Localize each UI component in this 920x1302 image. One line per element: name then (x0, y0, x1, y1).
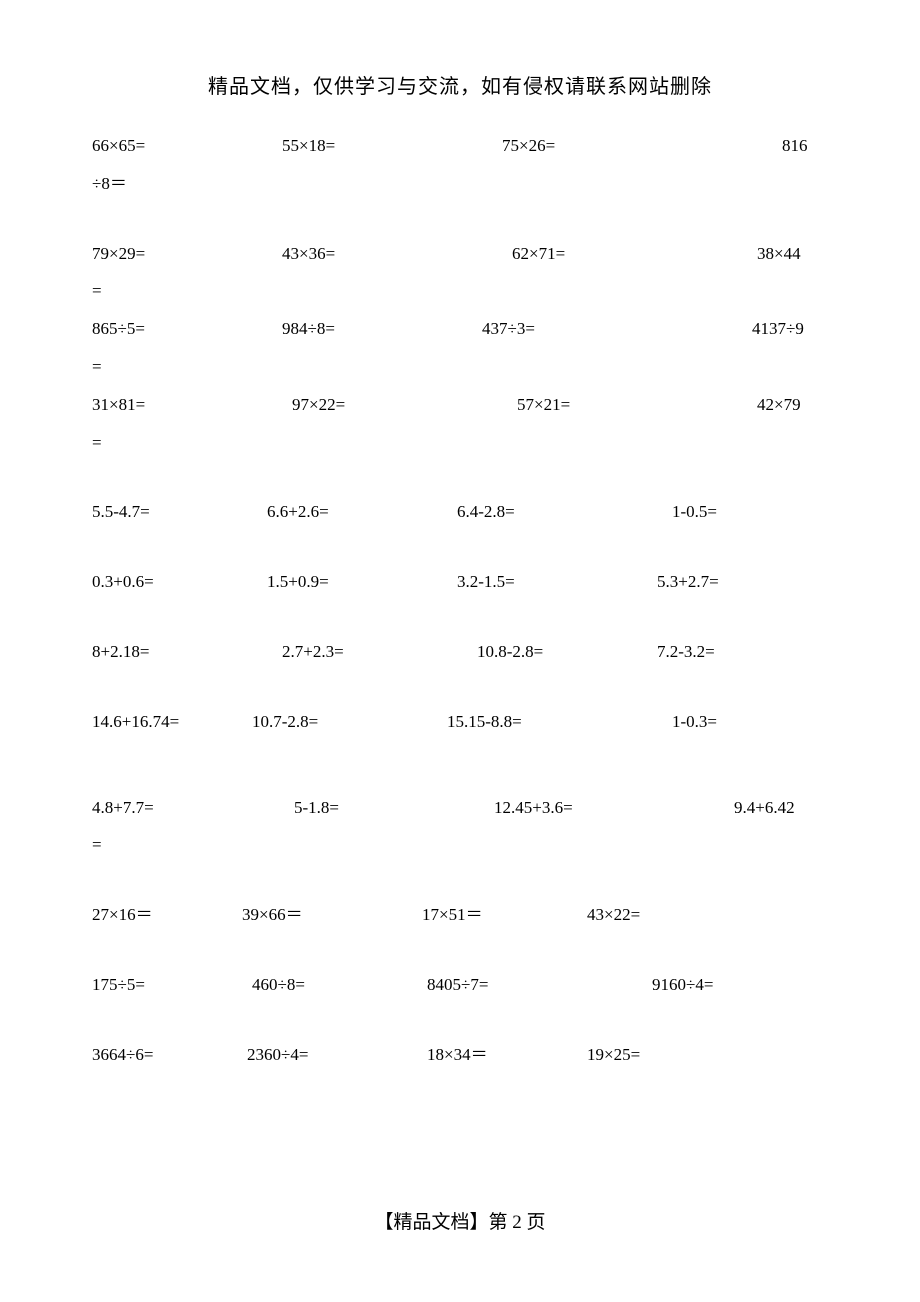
problem-cell: 19×25= (587, 1045, 640, 1064)
problem-cell: 3664÷6= (92, 1043, 247, 1067)
problem-cell: 4137÷9 (752, 319, 804, 338)
problem-cell: 2.7+2.3= (282, 640, 477, 664)
problem-row: 66×65=55×18=75×26=816 (92, 134, 828, 158)
problem-cell: 10.7-2.8= (252, 710, 447, 734)
problem-row: 865÷5=984÷8=437÷3=4137÷9 (92, 317, 828, 341)
problem-cell: 17×51＝ (422, 903, 587, 927)
problem-cell: 43×22= (587, 905, 640, 924)
problem-cell: 97×22= (292, 393, 517, 417)
problem-cell: 8405÷7= (427, 973, 652, 997)
problem-cell: 865÷5= (92, 317, 282, 341)
problem-cell: 6.6+2.6= (267, 500, 457, 524)
problem-row: 3664÷6=2360÷4=18×34＝19×25= (92, 1043, 828, 1067)
problem-row: 79×29=43×36=62×71=38×44 (92, 242, 828, 266)
page-footer: 【精品文档】第 2 页 (0, 1207, 920, 1234)
problem-cell: 14.6+16.74= (92, 710, 252, 734)
problem-cell: 55×18= (282, 134, 502, 158)
problem-row-continuation: = (92, 279, 828, 303)
problem-row: 31×81=97×22=57×21=42×79 (92, 393, 828, 417)
problem-row: 0.3+0.6=1.5+0.9=3.2-1.5=5.3+2.7= (92, 570, 828, 594)
problem-cell: 460÷8= (252, 973, 427, 997)
problem-row-continuation: ÷8＝ (92, 172, 828, 196)
problem-cell: 5.5-4.7= (92, 500, 267, 524)
problem-cell: 38×44 (757, 244, 801, 263)
problem-row: 4.8+7.7=5-1.8=12.45+3.6=9.4+6.42 (92, 796, 828, 820)
problem-cell: 5.3+2.7= (657, 572, 719, 591)
problem-cell: 75×26= (502, 134, 782, 158)
problem-cell: 43×36= (282, 242, 512, 266)
problem-cell: 6.4-2.8= (457, 500, 672, 524)
problem-cell: 816 (782, 136, 808, 155)
problem-row: 27×16＝39×66＝17×51＝43×22= (92, 903, 828, 927)
problem-cell: 1.5+0.9= (267, 570, 457, 594)
problem-cell: 42×79 (757, 395, 801, 414)
problem-cell: 3.2-1.5= (457, 570, 657, 594)
problem-cell: 27×16＝ (92, 903, 242, 927)
problem-row-continuation: = (92, 431, 828, 455)
problem-row: 5.5-4.7=6.6+2.6=6.4-2.8=1-0.5= (92, 500, 828, 524)
problem-cell: 18×34＝ (427, 1043, 587, 1067)
problem-cell: 437÷3= (482, 317, 752, 341)
problem-cell: 4.8+7.7= (92, 796, 294, 820)
problem-cell: 66×65= (92, 134, 282, 158)
problem-cell: 79×29= (92, 242, 282, 266)
problem-cell: 57×21= (517, 393, 757, 417)
page-header: 精品文档，仅供学习与交流，如有侵权请联系网站删除 (0, 0, 920, 134)
problem-cell: 1-0.5= (672, 502, 717, 521)
worksheet-content: 66×65=55×18=75×26=816 ÷8＝ 79×29=43×36=62… (0, 134, 920, 1067)
problem-row: 14.6+16.74=10.7-2.8=15.15-8.8=1-0.3= (92, 710, 828, 734)
problem-row-continuation: = (92, 833, 828, 857)
problem-cell: 15.15-8.8= (447, 710, 672, 734)
problem-cell: 39×66＝ (242, 903, 422, 927)
problem-cell: 9.4+6.42 (734, 798, 795, 817)
problem-cell: 5-1.8= (294, 796, 494, 820)
problem-cell: 10.8-2.8= (477, 640, 657, 664)
problem-cell: 175÷5= (92, 973, 252, 997)
problem-cell: 31×81= (92, 393, 292, 417)
problem-cell: 12.45+3.6= (494, 796, 734, 820)
problem-cell: 984÷8= (282, 317, 482, 341)
problem-row-continuation: = (92, 355, 828, 379)
problem-cell: 1-0.3= (672, 712, 717, 731)
problem-cell: 0.3+0.6= (92, 570, 267, 594)
problem-cell: 9160÷4= (652, 975, 713, 994)
problem-cell: 2360÷4= (247, 1043, 427, 1067)
problem-cell: 7.2-3.2= (657, 642, 715, 661)
problem-row: 8+2.18=2.7+2.3=10.8-2.8=7.2-3.2= (92, 640, 828, 664)
problem-row: 175÷5=460÷8=8405÷7=9160÷4= (92, 973, 828, 997)
problem-cell: 8+2.18= (92, 640, 282, 664)
problem-cell: 62×71= (512, 242, 757, 266)
